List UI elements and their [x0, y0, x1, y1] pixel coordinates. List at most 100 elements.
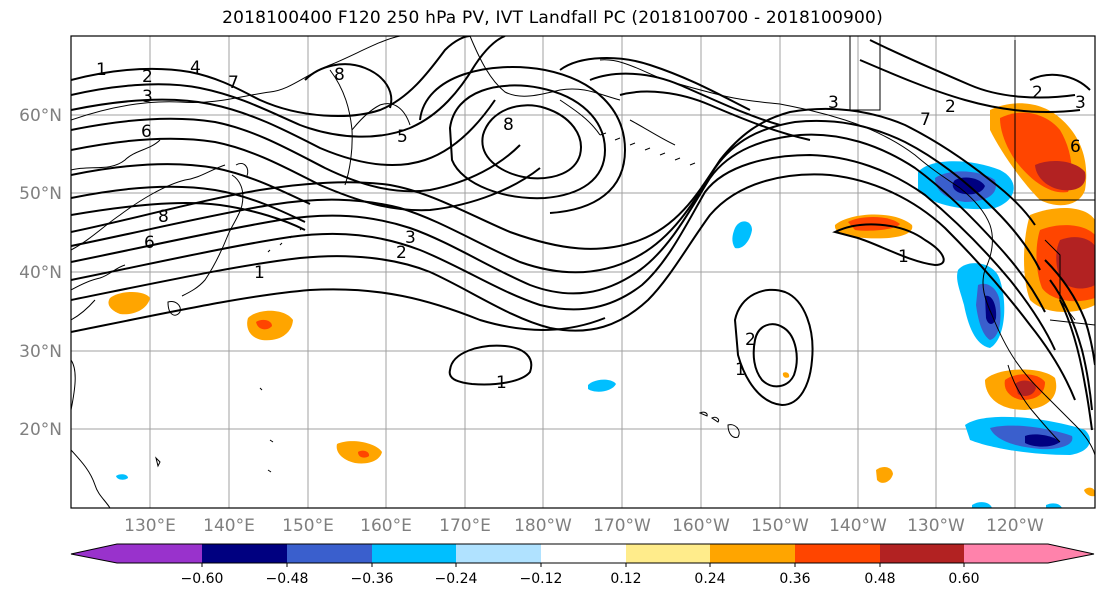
colorbar-segment [372, 544, 456, 563]
contour-label: 2 [142, 67, 153, 87]
colorbar-segment [117, 544, 202, 563]
colorbar-label: 0.60 [948, 571, 979, 587]
contour-label: 7 [228, 73, 239, 93]
colorbar-segment [880, 544, 964, 563]
lon-label: 130°W [907, 516, 965, 536]
colorbar-label: 0.12 [610, 571, 641, 587]
colorbar-segment [710, 544, 795, 563]
colorbar-segment [626, 544, 710, 563]
contour-line [71, 153, 1056, 351]
colorbar-segment [202, 544, 287, 563]
contour-label: 4 [190, 58, 201, 78]
contour-line [71, 107, 1036, 250]
contour-line [1059, 299, 1093, 431]
lon-label: 120°W [986, 516, 1044, 536]
colorbar-label: 0.24 [694, 571, 725, 587]
map-border [70, 35, 1096, 509]
contour-label: 3 [405, 228, 416, 248]
contour-label: 3 [828, 93, 839, 113]
fill-positive-east-china-sea [108, 292, 150, 315]
contour-line [71, 98, 496, 167]
pv-contours [71, 36, 1095, 431]
lat-label-40n: 40°N [19, 263, 62, 283]
contour-line [481, 104, 582, 180]
contour-label: 1 [735, 360, 746, 380]
lon-label: 170°E [439, 516, 491, 536]
contour-label: 2 [1032, 83, 1043, 103]
lon-label: 130°E [124, 516, 176, 536]
contour-line [752, 323, 798, 388]
lat-label-20n: 20°N [19, 420, 62, 440]
contour-label: 7 [920, 110, 931, 130]
contour-line [71, 117, 521, 193]
contour-label: 6 [1070, 137, 1081, 157]
contour-line [71, 36, 471, 117]
contour-label: 1 [898, 247, 909, 267]
lon-label: 140°W [829, 516, 887, 536]
colorbar-label: −0.48 [266, 571, 309, 587]
contour-line [448, 84, 607, 200]
fill-positive-small [876, 466, 893, 483]
colorbar-label: 0.48 [864, 571, 895, 587]
contour-label: 1 [96, 60, 107, 80]
map-title: 2018100400 F120 250 hPa PV, IVT Landfall… [222, 8, 883, 28]
contour-line [1044, 259, 1095, 366]
colorbar-label: −0.60 [181, 571, 224, 587]
colorbar-segment [964, 544, 1048, 563]
colorbar-extend-right [1048, 544, 1094, 563]
lat-label-30n: 30°N [19, 342, 62, 362]
gridlines [71, 36, 1095, 508]
contour-line [71, 137, 541, 212]
colorbar-segment [541, 544, 626, 563]
contour-line [71, 163, 311, 205]
contour-label: 6 [141, 122, 152, 142]
contour-line [559, 57, 751, 111]
contour-label: 8 [503, 115, 514, 135]
contour-line [859, 59, 1081, 113]
colorbar-segment [456, 544, 541, 563]
contour-label: 1 [254, 263, 265, 283]
contour-line [71, 133, 1046, 313]
colorbar-extend-left [71, 544, 117, 563]
contour-line [589, 72, 781, 126]
contour-line [869, 39, 1076, 99]
contour-line [419, 66, 627, 214]
contour-line [832, 223, 945, 267]
contour-line [448, 344, 533, 386]
lon-label: 150°W [751, 516, 809, 536]
lat-label-60n: 60°N [19, 106, 62, 126]
lon-label: 180°W [514, 516, 572, 536]
colorbar-label: −0.24 [435, 571, 478, 587]
lat-label-50n: 50°N [19, 184, 62, 204]
contour-labels: 1 2 3 4 7 8 8 6 8 6 3 2 1 1 2 1 7 1 2 3 … [96, 58, 1086, 393]
contour-line [71, 202, 306, 231]
contour-label: 3 [1075, 93, 1086, 113]
contour-label: 5 [397, 127, 408, 147]
contour-line [733, 288, 814, 407]
contour-line [1029, 73, 1091, 91]
contour-label: 6 [144, 233, 155, 253]
fill-negative-mid-pacific [732, 221, 752, 249]
colorbar-segment [287, 544, 372, 563]
contour-label: 1 [496, 373, 507, 393]
contour-line [71, 36, 506, 138]
colorbar-label: −0.36 [351, 571, 394, 587]
contour-line [71, 173, 1076, 401]
contour-label: 3 [142, 87, 153, 107]
contour-label: 8 [158, 207, 169, 227]
lon-label: 170°W [593, 516, 651, 536]
latitude-labels: 60°N 50°N 40°N 30°N 20°N [19, 106, 62, 440]
colorbar-outline [70, 543, 1095, 564]
lon-label: 160°W [672, 516, 730, 536]
contour-line [71, 119, 1041, 274]
contour-line [619, 90, 811, 141]
colorbar-label: −0.12 [520, 571, 563, 587]
contour-label: 8 [334, 65, 345, 85]
lon-label: 140°E [203, 516, 255, 536]
contour-label: 2 [396, 243, 407, 263]
contour-line [304, 63, 393, 109]
colorbar-segment [795, 544, 880, 563]
colorbar-ticks [201, 563, 965, 567]
contour-line [1049, 279, 1093, 411]
